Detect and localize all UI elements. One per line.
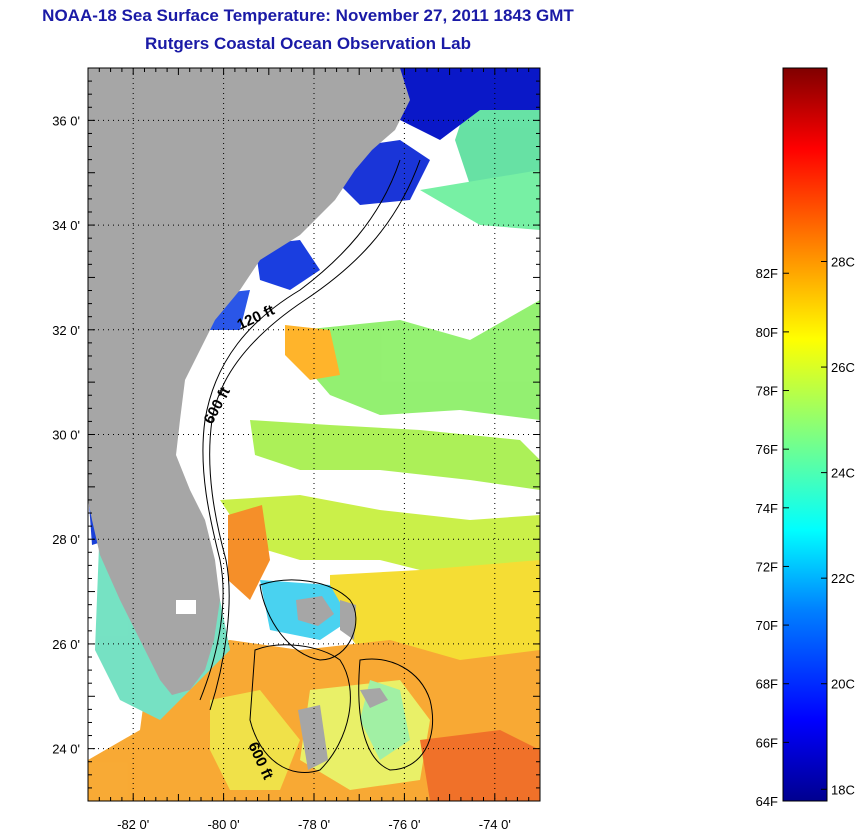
colorbar-label-f: 72F — [756, 559, 778, 574]
colorbar-label-f: 80F — [756, 325, 778, 340]
x-tick-label: -82 0' — [117, 817, 149, 832]
colorbar-label-f: 68F — [756, 677, 778, 692]
map-subtitle: Rutgers Coastal Ocean Observation Lab — [145, 34, 471, 53]
colorbar-label-f: 66F — [756, 735, 778, 750]
colorbar-label-f: 82F — [756, 266, 778, 281]
map-frame — [87, 67, 541, 802]
y-axis-labels: 24 0' 26 0' 28 0' 30 0' 32 0' 34 0' 36 0' — [52, 113, 80, 756]
map-grid — [87, 67, 540, 802]
x-tick-label: -76 0' — [388, 817, 420, 832]
colorbar-label-f: 74F — [756, 501, 778, 516]
x-tick-label: -80 0' — [208, 817, 240, 832]
colorbar-label-c: 20C — [831, 677, 855, 692]
colorbar-label-f: 76F — [756, 442, 778, 457]
y-tick-label: 30 0' — [52, 428, 80, 443]
colorbar-label-c: 26C — [831, 360, 855, 375]
colorbar-label-c: 28C — [831, 255, 855, 270]
colorbar-label-c: 24C — [831, 466, 855, 481]
colorbar-label-c: 18C — [831, 782, 855, 797]
y-tick-label: 26 0' — [52, 637, 80, 652]
colorbar-label-f: 78F — [756, 384, 778, 399]
y-tick-label: 32 0' — [52, 323, 80, 338]
x-tick-label: -74 0' — [479, 817, 511, 832]
colorbar-label-f: 64F — [756, 794, 778, 809]
y-tick-label: 36 0' — [52, 113, 80, 128]
y-tick-label: 34 0' — [52, 218, 80, 233]
x-axis-labels: -82 0' -80 0' -78 0' -76 0' -74 0' — [117, 817, 511, 832]
map-title: NOAA-18 Sea Surface Temperature: Novembe… — [42, 6, 574, 25]
colorbar — [782, 67, 828, 802]
bathymetry-contours — [199, 159, 434, 774]
y-tick-label: 24 0' — [52, 742, 80, 757]
x-tick-label: -78 0' — [298, 817, 330, 832]
colorbar-ticks: 64F 66F 68F 70F 72F 74F 76F 78F 80F 82F 18C 20C 22C 2… — [756, 255, 855, 809]
colorbar-label-f: 70F — [756, 618, 778, 633]
y-tick-label: 28 0' — [52, 532, 80, 547]
colorbar-label-c: 22C — [831, 571, 855, 586]
